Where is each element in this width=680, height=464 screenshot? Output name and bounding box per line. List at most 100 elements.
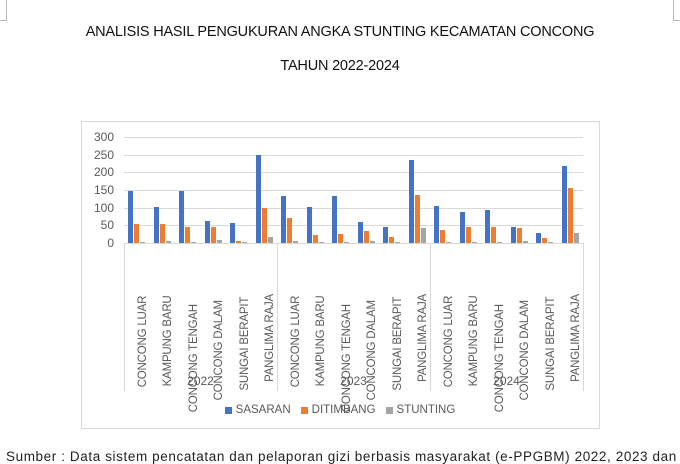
bar-stunting	[420, 227, 426, 243]
y-tick-label: 50	[100, 218, 114, 232]
bar-sasaran	[459, 212, 465, 243]
bar-stunting	[573, 233, 579, 243]
source-note: Sumber : Data sistem pencatatan dan pela…	[6, 449, 677, 464]
x-group-label-2023: 2023	[340, 374, 367, 388]
bar-ditimbang	[312, 234, 318, 243]
gridline	[124, 190, 583, 191]
y-tick-label: 100	[93, 201, 114, 215]
x-category-label: CONCONG DALAM	[519, 300, 532, 401]
category-divider	[430, 243, 431, 391]
page-corner-marker-right	[673, 0, 680, 21]
bar-sasaran	[306, 206, 312, 243]
bar-stunting	[395, 241, 401, 243]
x-category-label: SUNGAI BERAPIT	[544, 296, 557, 391]
legend-label: DITIMBANG	[311, 404, 376, 416]
x-group-label-2024: 2024	[493, 374, 520, 388]
x-category-label: KAMPUNG BARU	[162, 295, 175, 387]
plot-area	[124, 137, 583, 243]
x-category-label: CONCONG TENGAH	[340, 304, 353, 413]
bar-sasaran	[485, 209, 491, 243]
bar-stunting	[191, 242, 197, 243]
bar-sasaran	[255, 154, 261, 243]
x-category-label: CONCONG TENGAH	[493, 304, 506, 413]
bar-sasaran	[510, 227, 516, 243]
category-divider	[124, 243, 125, 391]
gridline	[124, 137, 583, 138]
x-category-label: CONCONG TENGAH	[187, 304, 200, 413]
bar-stunting	[446, 241, 452, 243]
legend-item-ditimbang: DITIMBANG	[300, 404, 376, 416]
legend-swatch-icon	[224, 406, 232, 414]
bar-stunting	[140, 241, 146, 243]
bar-stunting	[242, 242, 248, 243]
x-category-label: CONCONG LUAR	[289, 295, 302, 388]
legend-label: SASARAN	[235, 404, 291, 416]
x-category-label: SUNGAI BERAPIT	[238, 296, 251, 391]
bar-stunting	[216, 240, 222, 243]
legend-swatch-icon	[385, 406, 393, 414]
bar-ditimbang	[363, 230, 369, 243]
x-category-label: PANGLIMA RAJA	[264, 293, 277, 382]
x-axis-line	[124, 243, 583, 244]
legend-item-sasaran: SASARAN	[224, 404, 291, 416]
x-category-label: PANGLIMA RAJA	[570, 293, 583, 382]
bar-sasaran	[179, 191, 185, 243]
bar-stunting	[293, 240, 299, 243]
bar-ditimbang	[185, 227, 191, 243]
bar-stunting	[471, 242, 477, 243]
bar-ditimbang	[567, 188, 573, 243]
page-corner-marker-left	[0, 0, 7, 21]
y-tick-label: 150	[93, 183, 114, 197]
legend-label: STUNTING	[396, 404, 456, 416]
y-tick-label: 300	[93, 130, 114, 144]
gridline	[124, 172, 583, 173]
bar-stunting	[165, 241, 171, 243]
x-category-label: CONCONG LUAR	[136, 295, 149, 388]
chart-legend: SASARAN DITIMBANG STUNTING	[0, 404, 680, 417]
y-tick-label: 200	[93, 165, 114, 179]
bar-sasaran	[204, 221, 210, 243]
bar-sasaran	[408, 159, 414, 243]
bar-ditimbang	[440, 229, 446, 243]
bar-ditimbang	[516, 227, 522, 243]
bar-sasaran	[561, 165, 567, 243]
bar-ditimbang	[159, 223, 165, 243]
x-group-label-2022: 2022	[187, 374, 214, 388]
legend-item-stunting: STUNTING	[385, 404, 456, 416]
gridline	[124, 208, 583, 209]
bar-sasaran	[383, 227, 389, 243]
category-divider	[583, 243, 584, 391]
x-category-label: KAMPUNG BARU	[468, 295, 481, 387]
bar-sasaran	[536, 233, 542, 243]
bar-sasaran	[153, 206, 159, 243]
bar-sasaran	[128, 190, 134, 243]
bar-ditimbang	[210, 227, 216, 243]
page-title: ANALISIS HASIL PENGUKURAN ANGKA STUNTING…	[85, 24, 595, 40]
bar-stunting	[548, 242, 554, 243]
x-category-label: KAMPUNG BARU	[315, 295, 328, 387]
x-category-label: SUNGAI BERAPIT	[391, 296, 404, 391]
bar-ditimbang	[261, 207, 267, 243]
bar-stunting	[522, 240, 528, 243]
category-divider	[277, 243, 278, 391]
bar-sasaran	[434, 205, 440, 243]
bar-ditimbang	[236, 241, 242, 243]
bar-ditimbang	[134, 223, 140, 243]
bar-stunting	[497, 241, 503, 243]
y-tick-label: 0	[107, 236, 114, 250]
bar-stunting	[318, 242, 324, 243]
bar-ditimbang	[389, 236, 395, 243]
bar-sasaran	[230, 222, 236, 243]
bar-ditimbang	[465, 227, 471, 243]
bar-ditimbang	[338, 234, 344, 243]
y-tick-label: 250	[93, 148, 114, 162]
bar-stunting	[369, 240, 375, 243]
x-category-label: PANGLIMA RAJA	[417, 293, 430, 382]
gridline	[124, 225, 583, 226]
gridline	[124, 155, 583, 156]
x-category-label: CONCONG DALAM	[366, 300, 379, 401]
bar-ditimbang	[287, 218, 293, 243]
x-category-label: CONCONG LUAR	[442, 295, 455, 388]
x-category-label: CONCONG DALAM	[213, 300, 226, 401]
legend-swatch-icon	[300, 406, 308, 414]
